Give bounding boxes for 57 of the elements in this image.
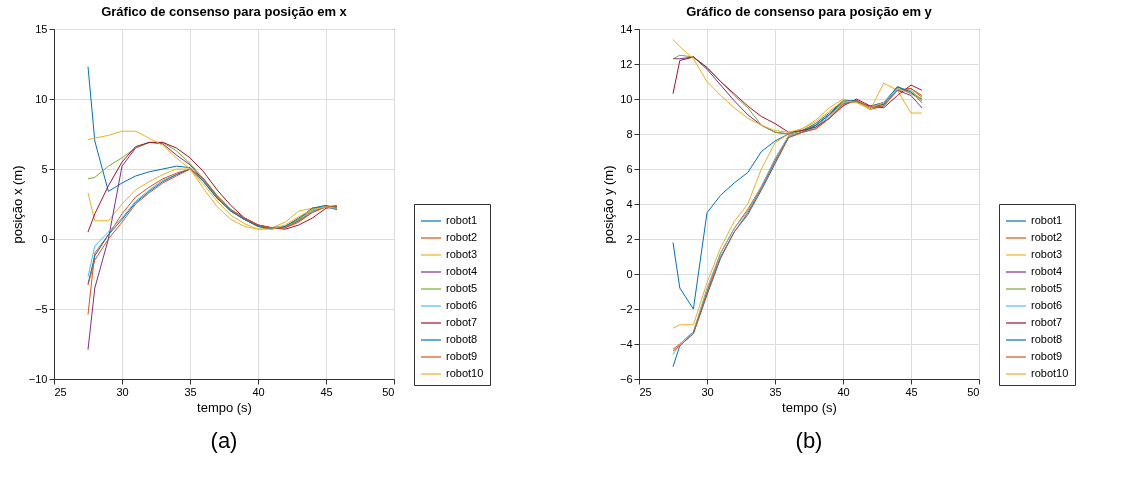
y-tick-label: 4	[626, 197, 633, 210]
legend-label: robot7	[446, 316, 478, 328]
y-tick-label: −6	[619, 372, 633, 385]
y-tick-label: 12	[620, 57, 633, 70]
y-tick-label: 5	[41, 162, 48, 175]
chart-title: Gráfico de consenso para posição em y	[686, 4, 933, 19]
x-tick-label: 50	[382, 385, 395, 398]
x-tick-label: 30	[116, 385, 129, 398]
y-tick-label: 10	[620, 92, 633, 105]
legend-label: robot8	[1031, 333, 1063, 345]
legend-label: robot5	[1031, 282, 1063, 294]
x-tick-label: 40	[252, 385, 265, 398]
legend-label: robot7	[1031, 316, 1063, 328]
x-tick-label: 50	[967, 385, 980, 398]
y-tick-label: −2	[619, 302, 633, 315]
legend-label: robot3	[1031, 248, 1063, 260]
legend-label: robot8	[446, 333, 478, 345]
x-tick-label: 25	[639, 385, 652, 398]
legend-label: robot10	[1031, 367, 1069, 379]
y-tick-label: 10	[35, 92, 48, 105]
y-tick-label: −4	[619, 337, 633, 350]
y-tick-label: 15	[35, 22, 48, 35]
y-tick-label: 6	[626, 162, 633, 175]
legend-label: robot2	[446, 231, 478, 243]
legend-label: robot6	[1031, 299, 1063, 311]
x-tick-label: 35	[769, 385, 782, 398]
legend-label: robot5	[446, 282, 478, 294]
y-tick-label: 0	[626, 267, 633, 280]
chart-title: Gráfico de consenso para posição em x	[101, 4, 348, 19]
legend-label: robot6	[446, 299, 478, 311]
y-tick-label: 2	[626, 232, 633, 245]
legend-label: robot1	[446, 214, 478, 226]
x-tick-label: 25	[54, 385, 67, 398]
x-tick-label: 45	[905, 385, 918, 398]
x-tick-label: 35	[184, 385, 197, 398]
x-tick-label: 30	[701, 385, 714, 398]
y-tick-label: 8	[626, 127, 633, 140]
y-tick-label: 0	[41, 232, 48, 245]
y-axis-title: posição y (m)	[600, 165, 616, 244]
legend-label: robot2	[1031, 231, 1063, 243]
text: (a)	[210, 428, 238, 453]
y-tick-label: 14	[620, 22, 633, 35]
legend-label: robot9	[446, 350, 478, 362]
legend-label: robot9	[1031, 350, 1063, 362]
legend-label: robot4	[446, 265, 478, 277]
x-axis-title: tempo (s)	[782, 399, 837, 415]
x-tick-label: 40	[837, 385, 850, 398]
y-axis-title: posição x (m)	[9, 165, 25, 244]
legend-label: robot3	[446, 248, 478, 260]
legend-label: robot4	[1031, 265, 1063, 277]
legend-label: robot10	[446, 367, 484, 379]
y-tick-label: −10	[28, 372, 48, 385]
x-tick-label: 45	[320, 385, 333, 398]
text: (b)	[795, 428, 823, 453]
legend-label: robot1	[1031, 214, 1063, 226]
x-axis-title: tempo (s)	[197, 399, 252, 415]
y-tick-label: −5	[34, 302, 48, 315]
